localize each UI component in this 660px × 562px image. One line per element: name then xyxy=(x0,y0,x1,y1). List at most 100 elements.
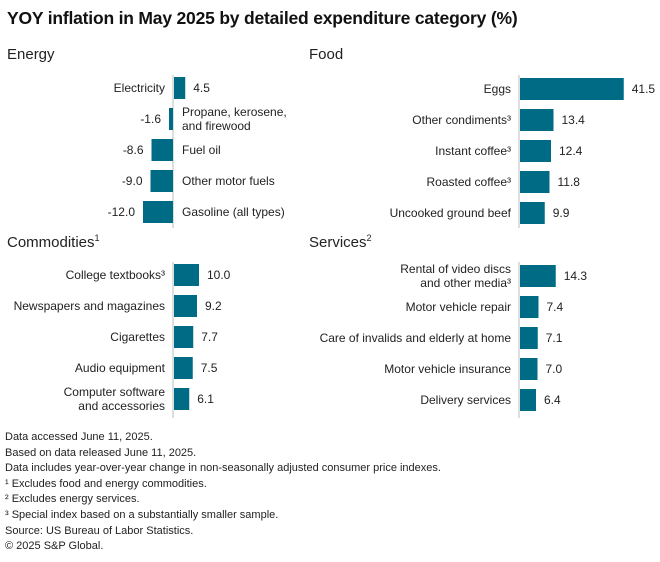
bar xyxy=(520,265,556,287)
category-label: Instant coffee³ xyxy=(435,144,511,158)
value-label: -12.0 xyxy=(108,205,136,219)
footnote-marker: 2 xyxy=(366,233,372,243)
category-label-line: and accessories xyxy=(78,399,165,413)
bar xyxy=(174,295,197,317)
category-label: Roasted coffee³ xyxy=(427,175,512,189)
footer-line: Source: US Bureau of Labor Statistics. xyxy=(5,524,194,537)
category-label-line: Uncooked ground beef xyxy=(390,206,512,220)
category-label: Other condiments³ xyxy=(412,113,511,127)
panel-title-services: Services2 xyxy=(309,233,372,251)
category-label-line: College textbooks³ xyxy=(66,268,165,282)
category-label-line: Eggs xyxy=(484,82,511,96)
category-label: Cigarettes xyxy=(110,330,165,344)
chart-title: YOY inflation in May 2025 by detailed ex… xyxy=(7,8,518,28)
value-label: -9.0 xyxy=(122,174,143,188)
category-label-line: Care of invalids and elderly at home xyxy=(320,331,512,345)
category-label: Care of invalids and elderly at home xyxy=(320,331,512,345)
bar xyxy=(174,77,186,99)
bar xyxy=(520,171,550,193)
category-label: Electricity xyxy=(114,81,165,95)
bar xyxy=(520,327,538,349)
category-label-line: and other media³ xyxy=(420,276,511,290)
value-label: 7.5 xyxy=(201,361,218,375)
footer-line: Based on data released June 11, 2025. xyxy=(5,446,197,459)
category-label-line: Fuel oil xyxy=(182,143,221,157)
bar xyxy=(174,326,194,348)
bar xyxy=(174,357,193,379)
panel-title-text: Energy xyxy=(7,46,55,63)
category-label: College textbooks³ xyxy=(66,268,165,282)
bar xyxy=(150,170,173,192)
value-label: -8.6 xyxy=(123,143,144,157)
footnote-marker: 1 xyxy=(94,233,100,243)
value-label: 13.4 xyxy=(562,113,586,127)
category-label: Audio equipment xyxy=(75,361,166,375)
panel-title-text: Commodities xyxy=(7,234,95,251)
bar xyxy=(520,140,551,162)
category-label-line: Other condiments³ xyxy=(412,113,511,127)
bar xyxy=(151,139,173,161)
category-label: Propane, kerosene, and firewood xyxy=(182,105,287,133)
category-label-line: Cigarettes xyxy=(110,330,165,344)
category-label-line: Audio equipment xyxy=(75,361,166,375)
value-label: 14.3 xyxy=(564,269,588,283)
category-label-line: Other motor fuels xyxy=(182,174,275,188)
category-label: Uncooked ground beef xyxy=(390,206,512,220)
footer-notes: Data accessed June 11, 2025. Based on dat… xyxy=(5,430,441,555)
category-label-line: Propane, kerosene, xyxy=(182,105,287,119)
category-label: Other motor fuels xyxy=(182,174,275,188)
category-label-line: Delivery services xyxy=(420,393,511,407)
category-label: Fuel oil xyxy=(182,143,221,157)
bar xyxy=(174,264,199,286)
panel-title-text: Food xyxy=(309,46,344,63)
bar xyxy=(520,78,624,100)
value-label: -1.6 xyxy=(140,112,161,126)
bar xyxy=(520,109,554,131)
bar xyxy=(143,201,173,223)
category-label-line: Rental of video discs xyxy=(400,262,511,276)
category-label-line: Roasted coffee³ xyxy=(427,175,512,189)
category-label: Motor vehicle repair xyxy=(406,300,511,314)
value-label: 7.1 xyxy=(546,331,563,345)
bar xyxy=(520,389,536,411)
footer-line: ¹ Excludes food and energy commodities. xyxy=(5,477,207,490)
category-label: Eggs xyxy=(484,82,511,96)
category-label-line: Instant coffee³ xyxy=(435,144,511,158)
category-label: Gasoline (all types) xyxy=(182,205,285,219)
value-label: 9.9 xyxy=(553,206,570,220)
value-label: 6.1 xyxy=(197,392,214,406)
footer-line: ³ Special index based on a substantially… xyxy=(5,508,279,521)
category-label-line: and firewood xyxy=(182,119,251,133)
value-label: 4.5 xyxy=(193,81,210,95)
footer-line: Data accessed June 11, 2025. xyxy=(5,431,153,443)
value-label: 41.5 xyxy=(632,82,656,96)
panel-title-commodities: Commodities1 xyxy=(7,233,100,251)
panel-title-energy: Energy xyxy=(7,46,55,63)
bar xyxy=(520,358,538,380)
category-label-line: Gasoline (all types) xyxy=(182,205,285,219)
value-label: 10.0 xyxy=(207,268,231,282)
bar xyxy=(520,202,545,224)
chart-area: Electricity 4.5-1.6 Propane, kerosene, and … xyxy=(14,75,656,418)
category-label-line: Motor vehicle insurance xyxy=(384,362,511,376)
panel-title-food: Food xyxy=(309,46,343,63)
footer-line: © 2025 S&P Global. xyxy=(5,540,104,553)
bar xyxy=(169,108,173,130)
bar xyxy=(174,388,190,410)
category-label: Delivery services xyxy=(420,393,511,407)
footer-line: Data includes year-over-year change in n… xyxy=(5,462,441,475)
bar xyxy=(520,296,539,318)
category-label-line: Newspapers and magazines xyxy=(14,299,165,313)
value-label: 6.4 xyxy=(544,393,561,407)
category-label: Computer software and accessories xyxy=(64,385,166,413)
value-label: 7.0 xyxy=(546,362,563,376)
value-label: 7.7 xyxy=(201,330,218,344)
value-label: 11.8 xyxy=(558,175,581,189)
panel-title-text: Services xyxy=(309,234,367,251)
category-label: Rental of video discs and other media³ xyxy=(400,262,511,290)
category-label-line: Motor vehicle repair xyxy=(406,300,511,314)
category-label: Newspapers and magazines xyxy=(14,299,165,313)
footer-line: ² Excludes energy services. xyxy=(5,493,140,506)
category-label-line: Computer software xyxy=(64,385,166,399)
value-label: 12.4 xyxy=(559,144,583,158)
